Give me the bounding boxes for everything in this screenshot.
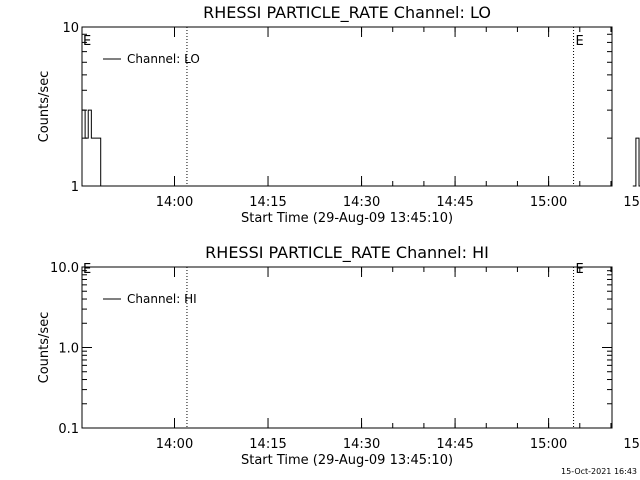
x-tick-label: 14:30 [343, 437, 380, 452]
y-tick-label: 10 [62, 21, 79, 36]
x-tick-label: 14:00 [156, 437, 193, 452]
edge-label: E [83, 262, 91, 277]
x-tick-label: 14:15 [249, 195, 286, 210]
y-tick-label: 1 [71, 180, 79, 195]
x-tick-label: 15:15 [623, 195, 640, 210]
chart-title: RHESSI PARTICLE_RATE Channel: HI [205, 243, 489, 263]
legend-entry: Channel: LO [127, 52, 200, 66]
y-tick-label: 0.1 [58, 422, 79, 437]
y-axis-label: Counts/sec [37, 312, 52, 384]
x-tick-label: 14:45 [436, 195, 473, 210]
chart-title: RHESSI PARTICLE_RATE Channel: LO [203, 3, 491, 23]
x-axis-label: Start Time (29-Aug-09 13:45:10) [241, 453, 453, 468]
x-tick-label: 15:00 [530, 195, 567, 210]
y-tick-label: 10.0 [50, 261, 79, 276]
edge-label: E [83, 34, 91, 49]
legend-entry: Channel: HI [127, 292, 197, 306]
x-axis-label: Start Time (29-Aug-09 13:45:10) [241, 211, 453, 226]
x-tick-label: 15:00 [530, 437, 567, 452]
event-marker-label: E [576, 262, 584, 277]
data-series-line [632, 137, 640, 187]
y-axis-label: Counts/sec [37, 71, 52, 143]
data-series-line [82, 109, 104, 187]
footer-timestamp: 15-Oct-2021 16:43 [561, 467, 637, 476]
x-tick-label: 14:30 [343, 195, 380, 210]
x-tick-label: 14:15 [249, 437, 286, 452]
x-tick-label: 14:00 [156, 195, 193, 210]
x-tick-label: 15:15 [623, 437, 640, 452]
x-tick-label: 14:45 [436, 437, 473, 452]
y-tick-label: 1.0 [58, 342, 79, 357]
event-marker-label: E [576, 34, 584, 49]
plot-frame [81, 26, 613, 187]
